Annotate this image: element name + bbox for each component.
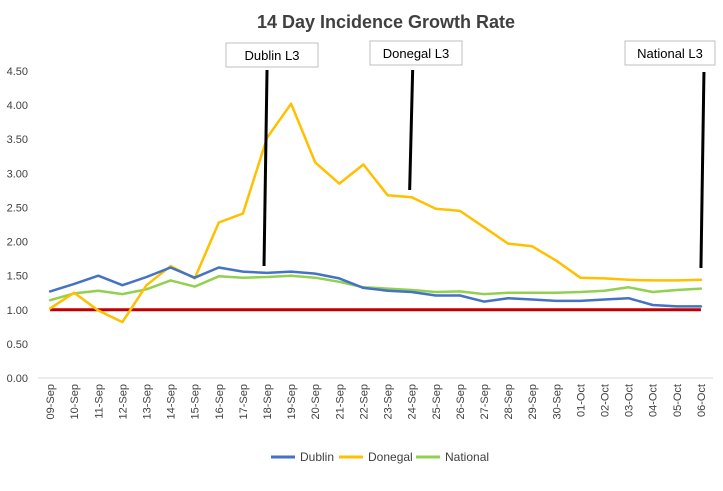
- x-tick-label: 10-Sep: [69, 384, 81, 419]
- annotation-label: Donegal L3: [383, 46, 450, 61]
- x-tick-label: 01-Oct: [575, 384, 587, 417]
- x-tick-label: 16-Sep: [214, 384, 226, 419]
- x-tick-label: 24-Sep: [407, 384, 419, 419]
- x-tick-label: 26-Sep: [455, 384, 467, 419]
- y-tick-label: 2.00: [7, 237, 28, 249]
- annotation-label: Dublin L3: [245, 48, 300, 63]
- chart-title: 14 Day Incidence Growth Rate: [257, 12, 515, 32]
- x-tick-label: 11-Sep: [93, 384, 105, 419]
- x-tick-label: 02-Oct: [600, 384, 612, 417]
- x-tick-label: 30-Sep: [551, 384, 563, 419]
- series-line-national: [48, 274, 703, 302]
- legend-label: Donegal: [368, 450, 413, 464]
- x-axis-labels: 09-Sep 10-Sep 11-Sep 12-Sep 13-Sep 14-Sep 15-S…: [45, 384, 708, 419]
- y-tick-label: 4.00: [7, 100, 28, 112]
- annotation-box: [225, 42, 319, 68]
- annotations: Dublin L3 Donegal L3 National L3: [225, 40, 716, 269]
- y-tick-label: 1.00: [7, 305, 28, 317]
- x-tick-label: 09-Sep: [45, 384, 57, 419]
- x-tick-label: 13-Sep: [141, 384, 153, 419]
- x-tick-label: 19-Sep: [286, 384, 298, 419]
- y-tick-label: 0.50: [7, 339, 28, 351]
- annotation-label: National L3: [637, 46, 703, 61]
- x-tick-label: 29-Sep: [527, 384, 539, 419]
- y-tick-label: 0.00: [7, 373, 28, 385]
- x-tick-label: 06-Oct: [696, 384, 708, 417]
- x-tick-label: 22-Sep: [358, 384, 370, 419]
- annotation-box: [624, 40, 716, 66]
- annotation-pointer: [699, 71, 706, 269]
- x-tick-label: 04-Oct: [648, 384, 660, 417]
- y-tick-label: 1.50: [7, 271, 28, 283]
- x-tick-label: 18-Sep: [262, 384, 274, 419]
- x-tick-label: 14-Sep: [166, 384, 178, 419]
- legend-label: Dublin: [300, 450, 334, 464]
- x-tick-label: 17-Sep: [238, 384, 250, 419]
- annotation-pointer: [262, 69, 269, 267]
- x-tick-label: 25-Sep: [431, 384, 443, 419]
- x-tick-label: 27-Sep: [479, 384, 491, 419]
- y-tick-label: 4.50: [7, 66, 28, 78]
- legend: Dublin Donegal National: [271, 450, 489, 464]
- x-tick-label: 12-Sep: [117, 384, 129, 419]
- x-tick-label: 05-Oct: [672, 384, 684, 417]
- x-tick-label: 21-Sep: [334, 384, 346, 419]
- series-lines: [48, 102, 703, 324]
- series-line-donegal: [48, 102, 703, 324]
- x-tick-label: 28-Sep: [503, 384, 515, 419]
- x-tick-label: 15-Sep: [190, 384, 202, 419]
- annotation-pointer: [408, 69, 415, 191]
- series-line-dublin: [48, 266, 703, 308]
- y-tick-label: 3.50: [7, 134, 28, 146]
- legend-label: National: [445, 450, 489, 464]
- x-tick-label: 20-Sep: [310, 384, 322, 419]
- annotation-box: [369, 40, 463, 66]
- x-tick-label: 03-Oct: [624, 384, 636, 417]
- y-tick-label: 2.50: [7, 202, 28, 214]
- y-axis-labels: 0.00 0.50 1.00 1.50 2.00 2.50 3.00 3.50 4.00 4.50: [7, 66, 28, 385]
- x-tick-label: 23-Sep: [383, 384, 395, 419]
- y-tick-label: 3.00: [7, 168, 28, 180]
